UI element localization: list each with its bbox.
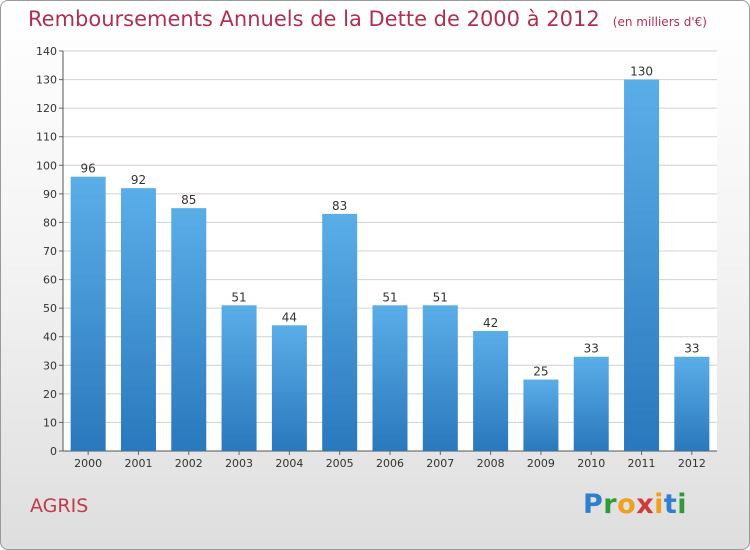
data-label: 51 (231, 290, 246, 304)
data-label: 83 (332, 199, 347, 213)
bar (573, 356, 609, 451)
logo-letter: i (677, 489, 688, 520)
bar (171, 208, 207, 451)
data-label: 33 (584, 342, 599, 356)
bar (523, 379, 559, 451)
y-tick-label: 80 (43, 216, 57, 229)
y-tick-label: 30 (43, 359, 57, 372)
x-tick-label: 2008 (477, 457, 505, 470)
y-tick-label: 120 (36, 102, 57, 115)
proxiti-logo: Proxiti (583, 489, 687, 520)
x-tick-label: 2003 (225, 457, 253, 470)
x-tick-label: 2010 (577, 457, 605, 470)
logo-letter: i (654, 489, 664, 520)
logo-letter: P (583, 489, 604, 520)
bar (120, 188, 156, 451)
logo-letter: o (617, 489, 637, 520)
y-tick-label: 70 (43, 245, 57, 258)
bar (221, 305, 257, 451)
logo-letter: t (663, 489, 678, 520)
data-label: 51 (382, 290, 397, 304)
bar (674, 356, 710, 451)
y-tick-label: 100 (36, 159, 57, 172)
bar (70, 176, 106, 451)
location-label: AGRIS (30, 495, 89, 517)
y-tick-label: 90 (43, 188, 57, 201)
x-tick-label: 2000 (74, 457, 102, 470)
x-tick-label: 2007 (426, 457, 454, 470)
y-tick-label: 140 (36, 45, 57, 58)
x-tick-label: 2001 (124, 457, 152, 470)
bar (271, 325, 307, 451)
y-tick-label: 130 (36, 74, 57, 87)
data-label: 85 (181, 193, 196, 207)
bar (422, 305, 458, 451)
x-tick-label: 2009 (527, 457, 555, 470)
x-tick-label: 2011 (628, 457, 656, 470)
unit-text: (en milliers d'€) (612, 15, 707, 29)
logo-letter: x (636, 489, 655, 520)
x-tick-label: 2005 (326, 457, 354, 470)
data-label: 130 (630, 65, 653, 79)
y-tick-label: 50 (43, 302, 57, 315)
data-label: 33 (684, 342, 699, 356)
bar (322, 213, 358, 451)
bar (624, 79, 660, 452)
y-tick-label: 60 (43, 274, 57, 287)
data-label: 42 (483, 316, 498, 330)
chart-title: Remboursements Annuels de la Dette de 20… (28, 7, 707, 31)
y-tick-label: 40 (43, 331, 57, 344)
y-tick-label: 20 (43, 388, 57, 401)
bar (372, 305, 408, 451)
y-tick-label: 0 (50, 445, 57, 458)
y-tick-label: 10 (43, 416, 57, 429)
data-label: 44 (282, 310, 297, 324)
x-tick-label: 2002 (175, 457, 203, 470)
data-label: 51 (433, 290, 448, 304)
x-tick-label: 2004 (275, 457, 303, 470)
x-tick-label: 2012 (678, 457, 706, 470)
x-tick-label: 2006 (376, 457, 404, 470)
bar (473, 331, 509, 451)
data-label: 92 (131, 173, 146, 187)
data-label: 96 (81, 162, 96, 176)
y-tick-label: 110 (36, 131, 57, 144)
title-text: Remboursements Annuels de la Dette de 20… (28, 7, 600, 31)
data-label: 25 (533, 365, 548, 379)
logo-letter: r (603, 489, 618, 520)
